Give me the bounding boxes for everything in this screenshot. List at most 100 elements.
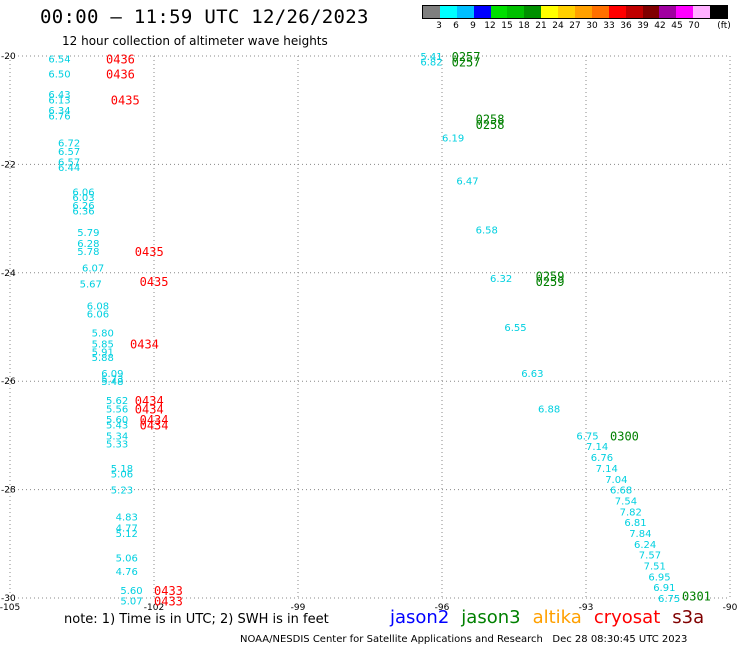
wave-height-label: 7.14 xyxy=(586,442,608,453)
wave-height-label: 5.41 xyxy=(420,52,442,63)
latitude-tick-label: -26 xyxy=(1,377,16,387)
pass-time-label: 0436 xyxy=(106,67,135,81)
wave-height-label: 5.60 xyxy=(106,415,128,426)
wave-height-label: 6.08 xyxy=(87,301,109,312)
wave-height-label: 5.18 xyxy=(111,464,133,475)
page-title: 00:00 – 11:59 UTC 12/26/2023 xyxy=(40,6,369,28)
wave-height-label: 6.47 xyxy=(456,177,478,188)
wave-height-label: 7.57 xyxy=(639,551,661,562)
color-scale-swatch xyxy=(541,6,559,18)
wave-height-label: 5.43 xyxy=(106,421,128,432)
longitude-tick-label: -102 xyxy=(144,603,164,613)
color-scale-swatch xyxy=(439,6,457,18)
wave-height-label: 5.73 xyxy=(101,374,123,385)
color-scale-swatch xyxy=(625,6,643,18)
wave-height-label: 5.67 xyxy=(80,280,102,291)
wave-height-label: 6.19 xyxy=(442,133,464,144)
color-scale-label: 3 xyxy=(436,21,442,31)
wave-height-label: 5.56 xyxy=(106,404,128,415)
wave-height-label: 7.04 xyxy=(605,475,627,486)
wave-height-label: 6.72 xyxy=(58,139,80,150)
wave-height-label: 6.43 xyxy=(48,90,70,101)
wave-height-label: 6.82 xyxy=(420,57,442,68)
wave-height-label: 6.06 xyxy=(87,309,109,320)
wave-height-label: 6.75 xyxy=(576,431,598,442)
color-scale-boxes xyxy=(422,5,728,19)
wave-height-label: 7.84 xyxy=(629,529,651,540)
color-scale-swatch xyxy=(575,6,592,18)
latitude-tick-label: -24 xyxy=(1,269,16,279)
color-scale-swatch xyxy=(490,6,508,18)
mission-legend-cryosat: cryosat xyxy=(593,607,661,628)
pass-time-label: 0435 xyxy=(135,245,164,259)
color-scale-label: 9 xyxy=(470,21,476,31)
longitude-tick-label: -96 xyxy=(435,603,450,613)
latitude-tick-label: -30 xyxy=(1,594,16,604)
wave-height-label: 6.55 xyxy=(504,323,526,334)
color-scale-swatch xyxy=(524,6,542,18)
wave-height-label: 6.06 xyxy=(72,188,94,199)
color-scale-label: 24 xyxy=(552,21,564,31)
wave-height-label: 6.36 xyxy=(72,206,94,217)
pass-time-label: 0435 xyxy=(111,93,140,107)
color-scale-label: 42 xyxy=(654,21,666,31)
wave-height-label: 6.32 xyxy=(490,274,512,285)
page-subtitle: 12 hour collection of altimeter wave hei… xyxy=(62,34,328,48)
mission-legend-altika: altika xyxy=(532,607,582,628)
mission-legend: jason2 jason3 altika cryosat s3a xyxy=(390,607,716,628)
color-scale-swatch xyxy=(558,6,576,18)
mission-legend-s3a: s3a xyxy=(672,607,705,628)
map-tick-labels: -105 -102 -99 -96 -93 -90 -20 -22 -24 -26 -28 -30 xyxy=(0,52,738,613)
wave-height-label: 7.54 xyxy=(615,496,637,507)
wave-height-label: 6.03 xyxy=(72,193,94,204)
wave-height-label: 7.14 xyxy=(596,464,618,475)
color-scale-swatch xyxy=(608,6,626,18)
pass-time-label: 0300 xyxy=(610,429,639,443)
wave-height-label: 6.24 xyxy=(634,540,656,551)
wave-height-label: 4.77 xyxy=(116,524,138,535)
color-scale-swatch xyxy=(591,6,609,18)
color-scale-label: 15 xyxy=(501,21,513,31)
wave-height-label: 6.88 xyxy=(538,404,560,415)
pass-time-label: 0434 xyxy=(130,337,159,351)
wave-height-label: 5.79 xyxy=(77,228,99,239)
wave-height-label: 5.06 xyxy=(116,553,138,564)
pass-time-label: 0258 xyxy=(476,112,505,126)
pass-time-label: 0434 xyxy=(135,394,164,408)
color-scale-labels: 3 6 9 12 15 18 21 24 27 30 33 36 39 42 45 70 (ft) xyxy=(422,19,731,33)
wave-height-label: 6.26 xyxy=(72,201,94,212)
wave-height-label: 6.09 xyxy=(101,369,123,380)
wave-height-label: 5.91 xyxy=(92,347,114,358)
latitude-tick-label: -20 xyxy=(1,52,16,62)
wave-height-label: 4.76 xyxy=(116,567,138,578)
wave-height-label: 5.80 xyxy=(92,328,114,339)
wave-height-label: 6.95 xyxy=(648,572,670,583)
color-scale-swatch xyxy=(507,6,525,18)
color-scale-label: 30 xyxy=(586,21,598,31)
pass-time-label: 0436 xyxy=(106,53,135,67)
wave-height-label: 6.58 xyxy=(476,225,498,236)
color-scale-label: 36 xyxy=(620,21,632,31)
color-scale-swatch xyxy=(456,6,474,18)
pass-time-label: 0257 xyxy=(452,50,481,64)
wave-height-label: 6.28 xyxy=(77,239,99,250)
pass-time-label: 0301 xyxy=(682,589,711,603)
latitude-tick-label: -22 xyxy=(1,160,16,170)
wave-height-label: 4.83 xyxy=(116,513,138,524)
wave-height-label: 6.76 xyxy=(591,453,613,464)
wave-height-label: 6.54 xyxy=(48,55,70,66)
pass-time-label: 0435 xyxy=(140,275,169,289)
color-scale-swatch xyxy=(659,6,677,18)
color-scale-label: 12 xyxy=(484,21,496,31)
wave-height-label: 5.34 xyxy=(106,431,128,442)
color-scale-label: 18 xyxy=(518,21,530,31)
wave-height-label: 5.62 xyxy=(106,396,128,407)
wave-height-label: 5.06 xyxy=(111,469,133,480)
pass-time-label: 0258 xyxy=(476,118,505,132)
altimeter-tracks: 6.546.506.436.136.346.766.726.576.576.44… xyxy=(48,50,711,609)
wave-height-label: 6.76 xyxy=(48,112,70,123)
wave-height-label: 5.23 xyxy=(111,486,133,497)
wave-height-label: 5.78 xyxy=(77,247,99,258)
pass-time-label: 0434 xyxy=(135,402,164,416)
